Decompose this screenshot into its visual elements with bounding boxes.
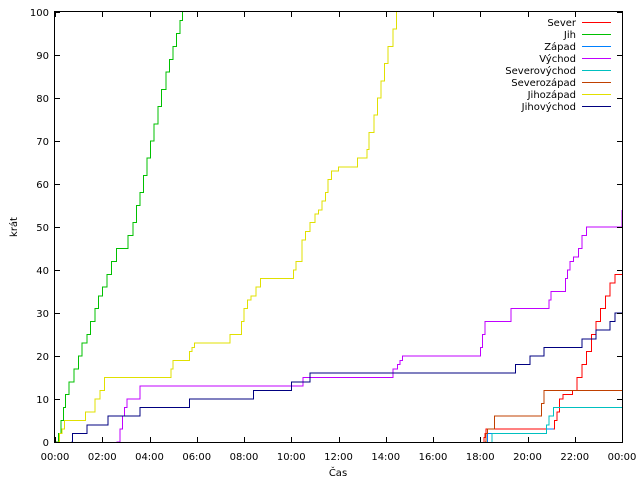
- x-tick-label: 04:00: [135, 452, 164, 463]
- series-line-6: [57, 12, 397, 442]
- x-tick-label: 16:00: [419, 452, 448, 463]
- legend-label: Sever: [547, 18, 577, 29]
- y-tick-label: 0: [43, 438, 49, 449]
- legend-label: Severozápad: [511, 77, 576, 89]
- legend: SeverJihZápadVýchodSeverovýchodSeverozáp…: [505, 18, 611, 113]
- legend-label: Východ: [539, 53, 576, 65]
- y-tick-label: 60: [36, 180, 49, 191]
- x-tick-label: 08:00: [230, 452, 259, 463]
- x-tick-label: 02:00: [88, 452, 117, 463]
- y-axis-label: krát: [8, 217, 20, 237]
- legend-label: Severovýchod: [505, 65, 576, 77]
- legend-label: Jihovýchod: [521, 101, 576, 113]
- x-tick-label: 00:00: [608, 452, 637, 463]
- legend-label: Jihozápad: [527, 89, 576, 101]
- x-tick-label: 14:00: [371, 452, 400, 463]
- x-axis-label: Čas: [329, 466, 347, 479]
- plot-frame: [54, 11, 623, 443]
- series-line-2: [486, 428, 554, 442]
- x-tick-label: 22:00: [560, 452, 589, 463]
- y-tick-label: 50: [36, 223, 49, 234]
- x-tick-label: 18:00: [466, 452, 495, 463]
- x-tick-label: 06:00: [182, 452, 211, 463]
- legend-label: Jih: [563, 30, 576, 41]
- series-line-4: [491, 407, 622, 442]
- y-tick-label: 100: [30, 8, 49, 19]
- series-line-5: [485, 389, 622, 442]
- series-layer: [56, 12, 622, 442]
- legend-label: Západ: [544, 41, 576, 53]
- y-tick-label: 90: [36, 51, 49, 62]
- series-line-7: [71, 312, 622, 442]
- y-tick-label: 80: [36, 94, 49, 105]
- y-tick-label: 20: [36, 352, 49, 363]
- x-tick-label: 12:00: [324, 452, 353, 463]
- x-tick-label: 20:00: [513, 452, 542, 463]
- series-line-3: [116, 209, 622, 442]
- series-line-1: [56, 12, 184, 442]
- axis-ticks: 0 10 20 30 40 50 60 70 80 90 100 00:00 02:00 04:00 06:…: [30, 8, 637, 463]
- y-tick-label: 30: [36, 309, 49, 320]
- y-tick-label: 40: [36, 266, 49, 277]
- series-line-0: [483, 273, 622, 442]
- x-tick-label: 10:00: [277, 452, 306, 463]
- y-tick-label: 70: [36, 137, 49, 148]
- x-tick-label: 00:00: [41, 452, 70, 463]
- y-tick-label: 10: [36, 395, 49, 406]
